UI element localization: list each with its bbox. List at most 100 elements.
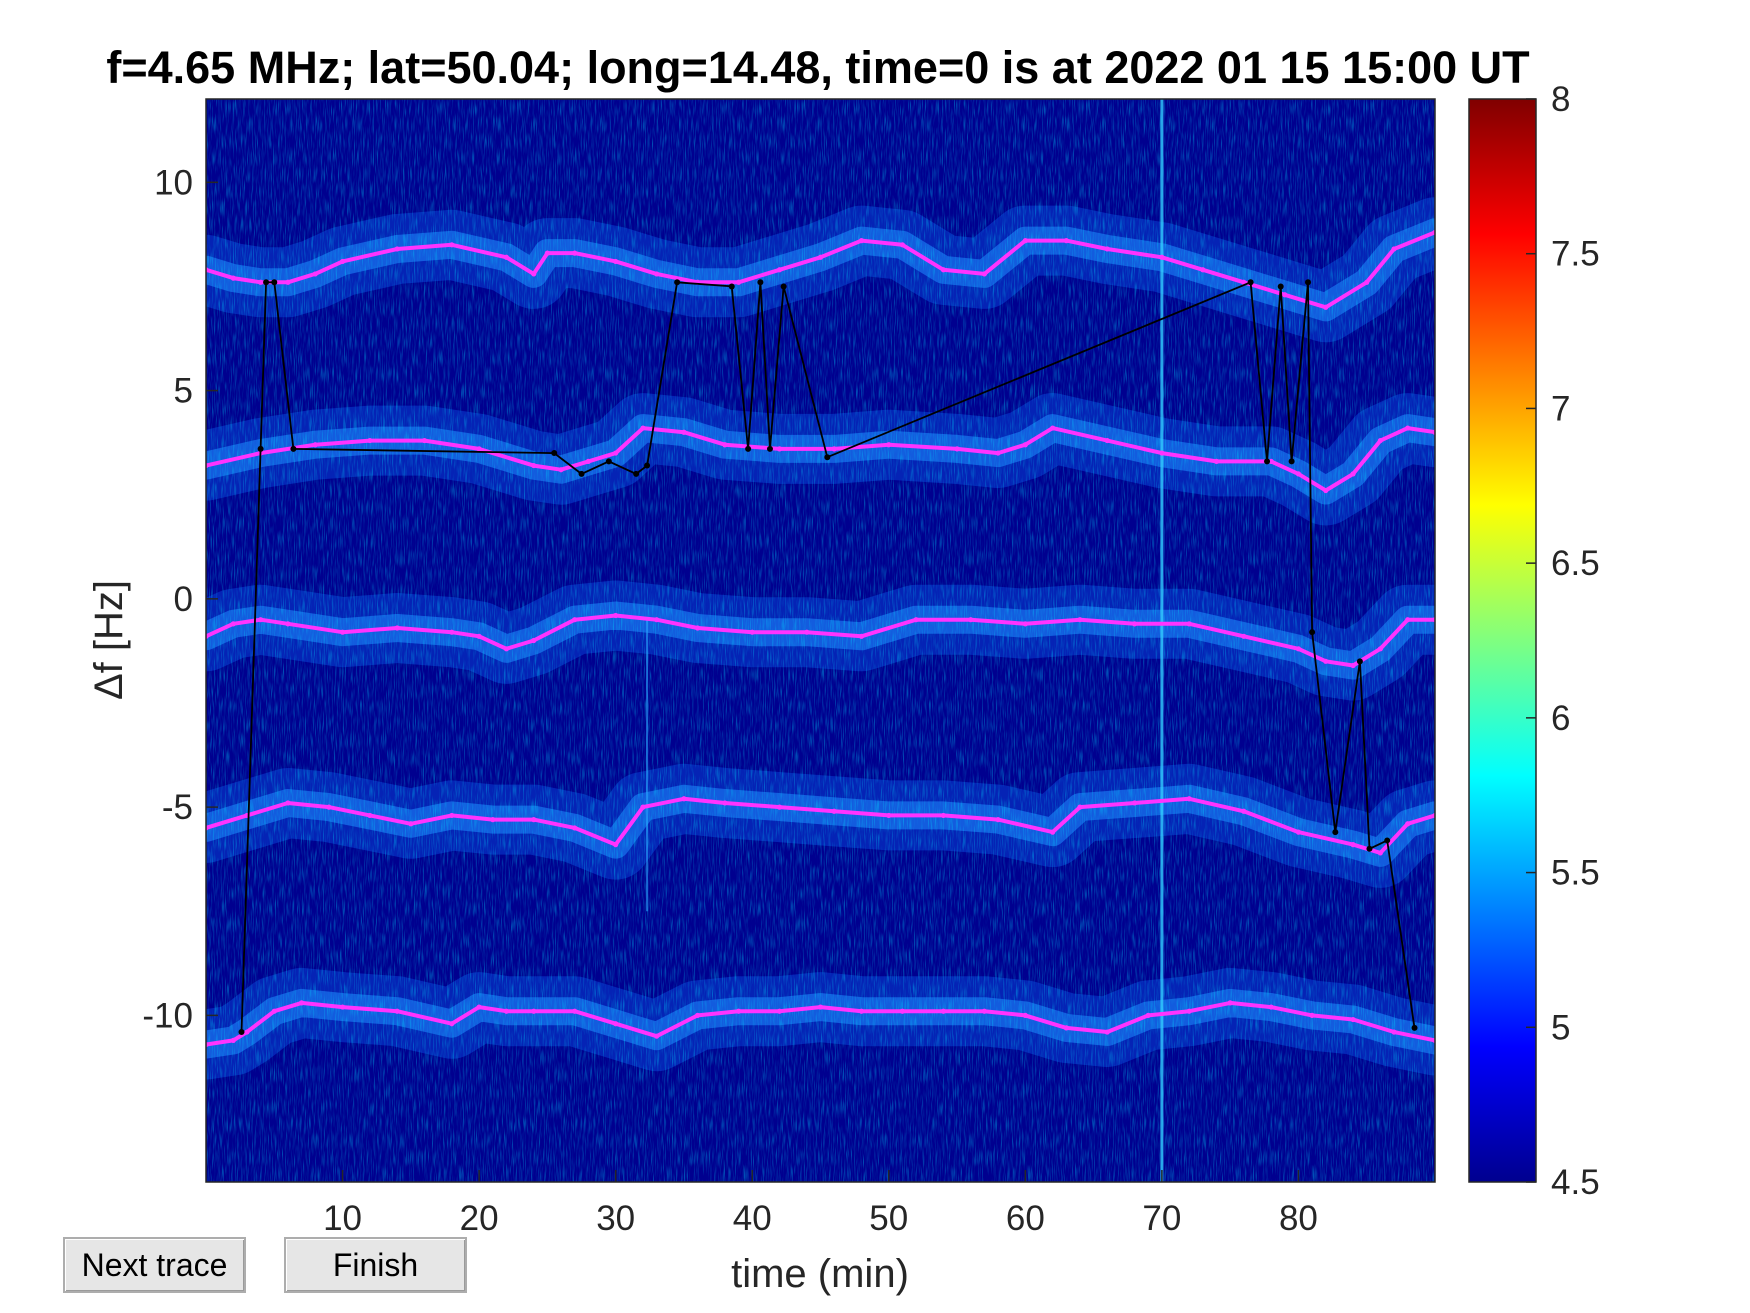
- selection-point: [1247, 279, 1254, 286]
- doppler-trace-3: [206, 613, 1435, 668]
- next-trace-button[interactable]: Next trace: [63, 1237, 246, 1293]
- trace-point: [1186, 1008, 1192, 1014]
- trace-point: [940, 267, 947, 273]
- trace-point: [1050, 425, 1056, 431]
- trace-point: [640, 804, 646, 810]
- selection-point: [780, 283, 787, 290]
- trace-point: [1350, 1016, 1356, 1023]
- trace-point: [230, 621, 236, 627]
- trace-point: [1063, 1025, 1069, 1031]
- trace-point: [1022, 238, 1028, 244]
- trace-point: [503, 1008, 510, 1014]
- colorbar-tick-label: 5.5: [1551, 854, 1600, 893]
- trace-point: [858, 633, 865, 639]
- trace-point: [244, 1029, 250, 1035]
- trace-point: [449, 629, 455, 635]
- trace-point: [1391, 246, 1397, 252]
- selection-point: [728, 283, 735, 290]
- trace-point: [886, 812, 892, 819]
- selection-point: [1356, 658, 1363, 665]
- selection-point: [1305, 279, 1312, 286]
- selection-point: [1384, 837, 1391, 844]
- colorbar-tick-label: 6: [1551, 699, 1570, 738]
- trace-point: [558, 467, 564, 473]
- selection-point: [1309, 629, 1316, 636]
- selection-point: [271, 279, 278, 286]
- trace-point: [1227, 1000, 1233, 1006]
- trace-point: [1377, 850, 1383, 856]
- trace-point: [817, 254, 824, 260]
- trace-point: [1131, 800, 1138, 806]
- trace-point: [886, 442, 892, 448]
- selection-point: [1264, 458, 1271, 465]
- trace-point: [654, 617, 660, 623]
- trace-point: [285, 800, 291, 806]
- x-axis-label: time (min): [731, 1252, 909, 1296]
- trace-point: [1405, 821, 1411, 827]
- trace-point: [1364, 279, 1370, 285]
- selection-point: [1277, 283, 1284, 290]
- trace-point: [1022, 621, 1028, 627]
- y-axis: 10 5 0 -5 -10: [142, 163, 218, 1035]
- x-tick-label: 70: [1142, 1199, 1181, 1238]
- trace-point: [1295, 471, 1302, 477]
- trace-point: [640, 425, 646, 431]
- trace-point: [326, 804, 332, 810]
- selection-point: [605, 458, 612, 465]
- trace-point: [1241, 279, 1247, 285]
- trace-point: [776, 1008, 783, 1014]
- trace-point: [817, 1004, 824, 1010]
- trace-point: [394, 1008, 400, 1014]
- trace-point: [776, 267, 783, 273]
- trace-point: [1159, 254, 1165, 260]
- trace-point: [899, 1008, 906, 1014]
- trace-point: [776, 804, 783, 810]
- colorbar-tick-label: 4.5: [1551, 1163, 1600, 1202]
- y-tick-label: 10: [154, 163, 193, 202]
- colorbar-tick-label: 8: [1551, 80, 1570, 119]
- trace-point: [544, 250, 550, 256]
- trace-point: [1309, 1012, 1315, 1018]
- trace-point: [490, 817, 496, 823]
- trace-point: [339, 1004, 346, 1010]
- x-tick-label: 10: [323, 1199, 362, 1238]
- selection-point: [757, 279, 764, 286]
- x-tick-label: 30: [596, 1199, 635, 1238]
- trace-point: [449, 242, 455, 248]
- y-tick-label: -5: [162, 788, 193, 827]
- trace-point: [1159, 450, 1165, 456]
- trace-point: [695, 1012, 701, 1018]
- x-axis: 10 20 30 40 50 60 70 80: [323, 1170, 1318, 1238]
- plot-area: [205, 98, 1436, 1183]
- colorbar: 8 7.5 7 6.5 6 5.5 5 4.5: [1468, 80, 1600, 1202]
- trace-point: [804, 629, 810, 635]
- trace-point: [613, 612, 619, 619]
- colorbar-tick-label: 5: [1551, 1008, 1570, 1047]
- selection-point: [578, 470, 585, 477]
- trace-point: [1104, 437, 1110, 444]
- trace-point: [1050, 829, 1056, 835]
- trace-point: [776, 446, 783, 452]
- selection-point: [1288, 458, 1295, 465]
- trace-point: [1186, 621, 1192, 627]
- trace-point: [572, 617, 578, 623]
- trace-point: [831, 808, 837, 814]
- trace-point: [735, 279, 742, 285]
- trace-point: [1145, 1012, 1151, 1018]
- trace-point: [722, 800, 728, 806]
- trace-point: [1022, 442, 1028, 448]
- trace-point: [1241, 633, 1247, 639]
- trace-point: [1063, 238, 1069, 244]
- trace-point: [899, 242, 906, 248]
- selection-point: [633, 470, 640, 477]
- trace-point: [1131, 621, 1138, 627]
- trace-point: [258, 617, 264, 623]
- trace-point: [1268, 1004, 1274, 1010]
- finish-button[interactable]: Finish: [284, 1237, 467, 1293]
- x-tick-label: 50: [869, 1199, 908, 1238]
- selection-point: [644, 462, 651, 469]
- x-tick-label: 40: [733, 1199, 772, 1238]
- trace-point: [1405, 425, 1411, 431]
- trace-point: [613, 450, 619, 456]
- selection-point: [238, 1029, 245, 1036]
